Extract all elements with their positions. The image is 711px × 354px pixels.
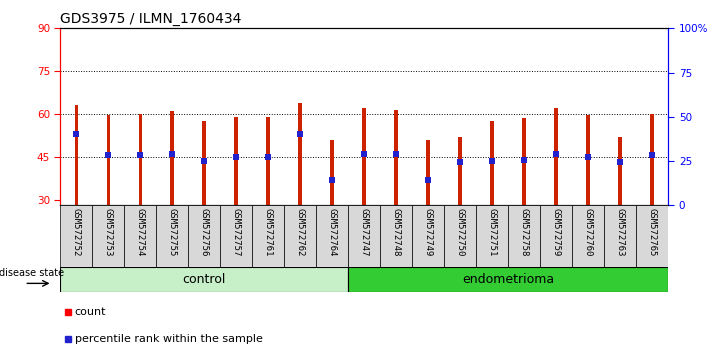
Bar bbox=[348, 267, 668, 292]
Bar bbox=[252, 205, 284, 267]
Bar bbox=[395, 110, 398, 205]
Bar bbox=[60, 267, 348, 292]
Bar bbox=[156, 205, 188, 267]
Bar bbox=[92, 205, 124, 267]
Bar bbox=[523, 118, 526, 205]
Bar bbox=[203, 121, 206, 205]
Text: GSM572760: GSM572760 bbox=[584, 209, 593, 257]
Bar bbox=[107, 115, 110, 205]
Bar bbox=[555, 108, 558, 205]
Bar bbox=[587, 115, 590, 205]
Bar bbox=[75, 105, 78, 205]
Bar bbox=[171, 111, 174, 205]
Text: GSM572762: GSM572762 bbox=[296, 209, 305, 257]
Text: GSM572750: GSM572750 bbox=[456, 209, 465, 257]
Bar bbox=[476, 205, 508, 267]
Bar bbox=[331, 140, 334, 205]
Bar bbox=[491, 121, 494, 205]
Text: GSM572756: GSM572756 bbox=[200, 209, 209, 257]
Text: GSM572748: GSM572748 bbox=[392, 209, 401, 257]
Bar bbox=[459, 137, 462, 205]
Text: GSM572765: GSM572765 bbox=[648, 209, 657, 257]
Bar bbox=[220, 205, 252, 267]
Text: GSM572755: GSM572755 bbox=[168, 209, 177, 257]
Bar bbox=[363, 108, 366, 205]
Bar bbox=[540, 205, 572, 267]
Bar bbox=[139, 114, 142, 205]
Bar bbox=[651, 114, 654, 205]
Bar bbox=[604, 205, 636, 267]
Text: GSM572753: GSM572753 bbox=[104, 209, 113, 257]
Bar bbox=[124, 205, 156, 267]
Text: GSM572764: GSM572764 bbox=[328, 209, 337, 257]
Bar bbox=[636, 205, 668, 267]
Text: GSM572757: GSM572757 bbox=[232, 209, 241, 257]
Bar bbox=[444, 205, 476, 267]
Bar bbox=[572, 205, 604, 267]
Bar bbox=[235, 117, 238, 205]
Bar bbox=[348, 205, 380, 267]
Text: count: count bbox=[75, 307, 106, 317]
Bar bbox=[316, 205, 348, 267]
Bar bbox=[267, 117, 270, 205]
Bar bbox=[508, 205, 540, 267]
Bar bbox=[188, 205, 220, 267]
Text: GSM572763: GSM572763 bbox=[616, 209, 625, 257]
Text: GSM572758: GSM572758 bbox=[520, 209, 529, 257]
Bar bbox=[412, 205, 444, 267]
Bar bbox=[619, 137, 622, 205]
Text: GSM572754: GSM572754 bbox=[136, 209, 145, 257]
Bar bbox=[284, 205, 316, 267]
Text: GSM572761: GSM572761 bbox=[264, 209, 273, 257]
Text: GSM572759: GSM572759 bbox=[552, 209, 561, 257]
Bar bbox=[380, 205, 412, 267]
Text: disease state: disease state bbox=[0, 268, 65, 279]
Text: percentile rank within the sample: percentile rank within the sample bbox=[75, 334, 262, 344]
Bar bbox=[299, 103, 302, 205]
Bar bbox=[427, 140, 430, 205]
Text: GDS3975 / ILMN_1760434: GDS3975 / ILMN_1760434 bbox=[60, 12, 242, 26]
Text: endometrioma: endometrioma bbox=[462, 273, 555, 286]
Text: GSM572751: GSM572751 bbox=[488, 209, 497, 257]
Text: GSM572752: GSM572752 bbox=[72, 209, 81, 257]
Text: GSM572747: GSM572747 bbox=[360, 209, 369, 257]
Bar bbox=[60, 205, 92, 267]
Text: control: control bbox=[183, 273, 226, 286]
Text: GSM572749: GSM572749 bbox=[424, 209, 433, 257]
